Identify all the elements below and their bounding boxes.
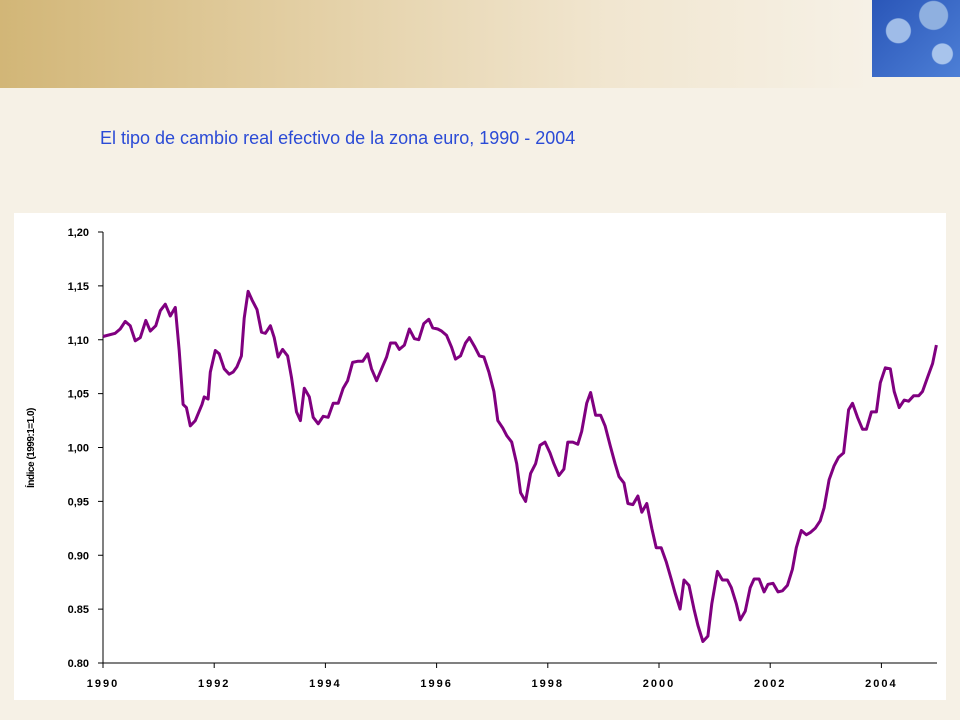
y-tick-label: 1,10 <box>68 335 89 347</box>
banner <box>0 0 870 88</box>
x-tick-label: 1996 <box>420 678 452 690</box>
y-tick-label: 1,20 <box>68 227 89 239</box>
y-tick-label: 1,05 <box>68 389 89 401</box>
decoration <box>872 0 960 77</box>
y-tick-label: 1,15 <box>68 281 89 293</box>
y-tick-label: 0.80 <box>68 658 89 670</box>
chart-title: El tipo de cambio real efectivo de la zo… <box>100 128 576 148</box>
x-tick-label: 1998 <box>532 678 564 690</box>
y-tick-label: 0,95 <box>68 496 89 508</box>
x-tick-label: 1990 <box>87 678 119 690</box>
y-axis-label: Índice (1999:1=1.0) <box>24 408 37 488</box>
x-tick-label: 1994 <box>309 678 341 690</box>
y-tick-label: 0.90 <box>68 550 89 562</box>
x-tick-label: 2004 <box>865 678 897 690</box>
y-tick-label: 0.85 <box>68 604 89 616</box>
chart-area <box>14 213 946 700</box>
x-tick-label: 2000 <box>643 678 675 690</box>
data-line <box>102 289 938 643</box>
x-tick-label: 1992 <box>198 678 230 690</box>
x-tick-label: 2002 <box>754 678 786 690</box>
y-tick-label: 1,00 <box>68 443 89 455</box>
